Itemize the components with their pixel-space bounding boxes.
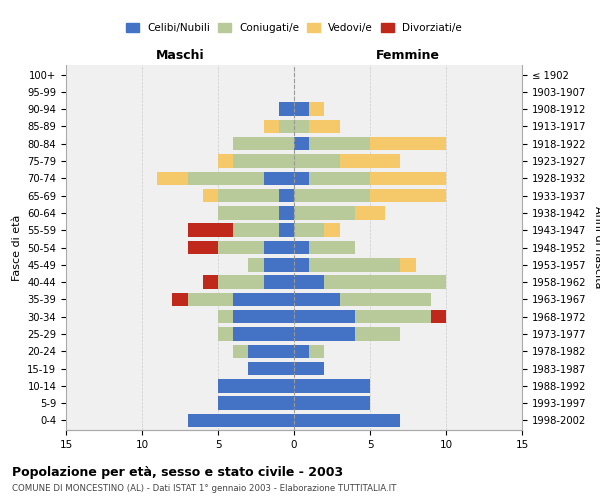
Bar	[294, 241, 309, 254]
Bar	[309, 344, 325, 358]
Bar	[294, 362, 325, 376]
Bar	[294, 224, 325, 237]
Bar	[218, 241, 263, 254]
Bar	[233, 224, 279, 237]
Bar	[294, 189, 370, 202]
Bar	[203, 189, 218, 202]
Bar	[309, 137, 370, 150]
Bar	[157, 172, 188, 185]
Y-axis label: Anni di nascita: Anni di nascita	[593, 206, 600, 289]
Bar	[370, 189, 446, 202]
Bar	[233, 344, 248, 358]
Bar	[294, 154, 340, 168]
Bar	[233, 327, 294, 340]
Bar	[263, 276, 294, 289]
Bar	[355, 310, 431, 324]
Bar	[370, 172, 446, 185]
Bar	[218, 189, 279, 202]
Bar	[263, 172, 294, 185]
Legend: Celibi/Nubili, Coniugati/e, Vedovi/e, Divorziati/e: Celibi/Nubili, Coniugati/e, Vedovi/e, Di…	[122, 19, 466, 38]
Bar	[218, 154, 233, 168]
Bar	[325, 224, 340, 237]
Bar	[218, 206, 279, 220]
Bar	[400, 258, 416, 272]
Bar	[294, 414, 400, 427]
Bar	[233, 292, 294, 306]
Bar	[233, 137, 294, 150]
Bar	[325, 276, 446, 289]
Y-axis label: Fasce di età: Fasce di età	[11, 214, 22, 280]
Bar	[172, 292, 188, 306]
Bar	[218, 379, 294, 392]
Bar	[294, 102, 309, 116]
Bar	[279, 189, 294, 202]
Bar	[218, 396, 294, 410]
Bar	[309, 258, 400, 272]
Bar	[309, 102, 325, 116]
Bar	[188, 241, 218, 254]
Bar	[340, 154, 400, 168]
Bar	[294, 379, 370, 392]
Bar	[263, 120, 279, 133]
Text: Femmine: Femmine	[376, 50, 440, 62]
Bar	[294, 396, 370, 410]
Bar	[294, 206, 355, 220]
Bar	[263, 258, 294, 272]
Bar	[188, 414, 294, 427]
Text: Maschi: Maschi	[155, 50, 205, 62]
Bar	[294, 276, 325, 289]
Bar	[218, 310, 233, 324]
Bar	[309, 241, 355, 254]
Bar	[218, 276, 263, 289]
Bar	[188, 224, 233, 237]
Bar	[340, 292, 431, 306]
Bar	[279, 120, 294, 133]
Bar	[188, 172, 263, 185]
Bar	[279, 224, 294, 237]
Bar	[263, 241, 294, 254]
Bar	[233, 310, 294, 324]
Bar	[309, 120, 340, 133]
Bar	[294, 344, 309, 358]
Bar	[309, 172, 370, 185]
Bar	[279, 102, 294, 116]
Bar	[355, 327, 400, 340]
Bar	[294, 172, 309, 185]
Bar	[203, 276, 218, 289]
Bar	[294, 310, 355, 324]
Bar	[294, 137, 309, 150]
Bar	[233, 154, 294, 168]
Bar	[294, 292, 340, 306]
Bar	[370, 137, 446, 150]
Bar	[248, 362, 294, 376]
Text: Popolazione per età, sesso e stato civile - 2003: Popolazione per età, sesso e stato civil…	[12, 466, 343, 479]
Bar	[431, 310, 446, 324]
Bar	[248, 258, 263, 272]
Bar	[294, 258, 309, 272]
Bar	[279, 206, 294, 220]
Bar	[188, 292, 233, 306]
Bar	[294, 327, 355, 340]
Bar	[355, 206, 385, 220]
Bar	[248, 344, 294, 358]
Bar	[218, 327, 233, 340]
Bar	[294, 120, 309, 133]
Text: COMUNE DI MONCESTINO (AL) - Dati ISTAT 1° gennaio 2003 - Elaborazione TUTTITALIA: COMUNE DI MONCESTINO (AL) - Dati ISTAT 1…	[12, 484, 397, 493]
